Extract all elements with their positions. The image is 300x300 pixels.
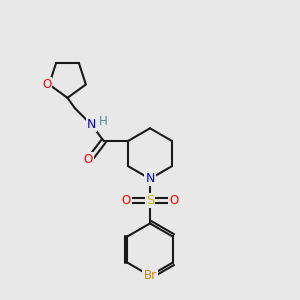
Text: O: O — [122, 194, 131, 207]
Text: O: O — [84, 153, 93, 166]
Text: O: O — [169, 194, 178, 207]
Text: Br: Br — [143, 269, 157, 282]
Text: N: N — [87, 118, 96, 131]
Text: S: S — [146, 194, 154, 207]
Text: N: N — [145, 172, 155, 185]
Text: O: O — [42, 78, 51, 91]
Text: N: N — [145, 172, 155, 185]
Text: H: H — [99, 115, 108, 128]
